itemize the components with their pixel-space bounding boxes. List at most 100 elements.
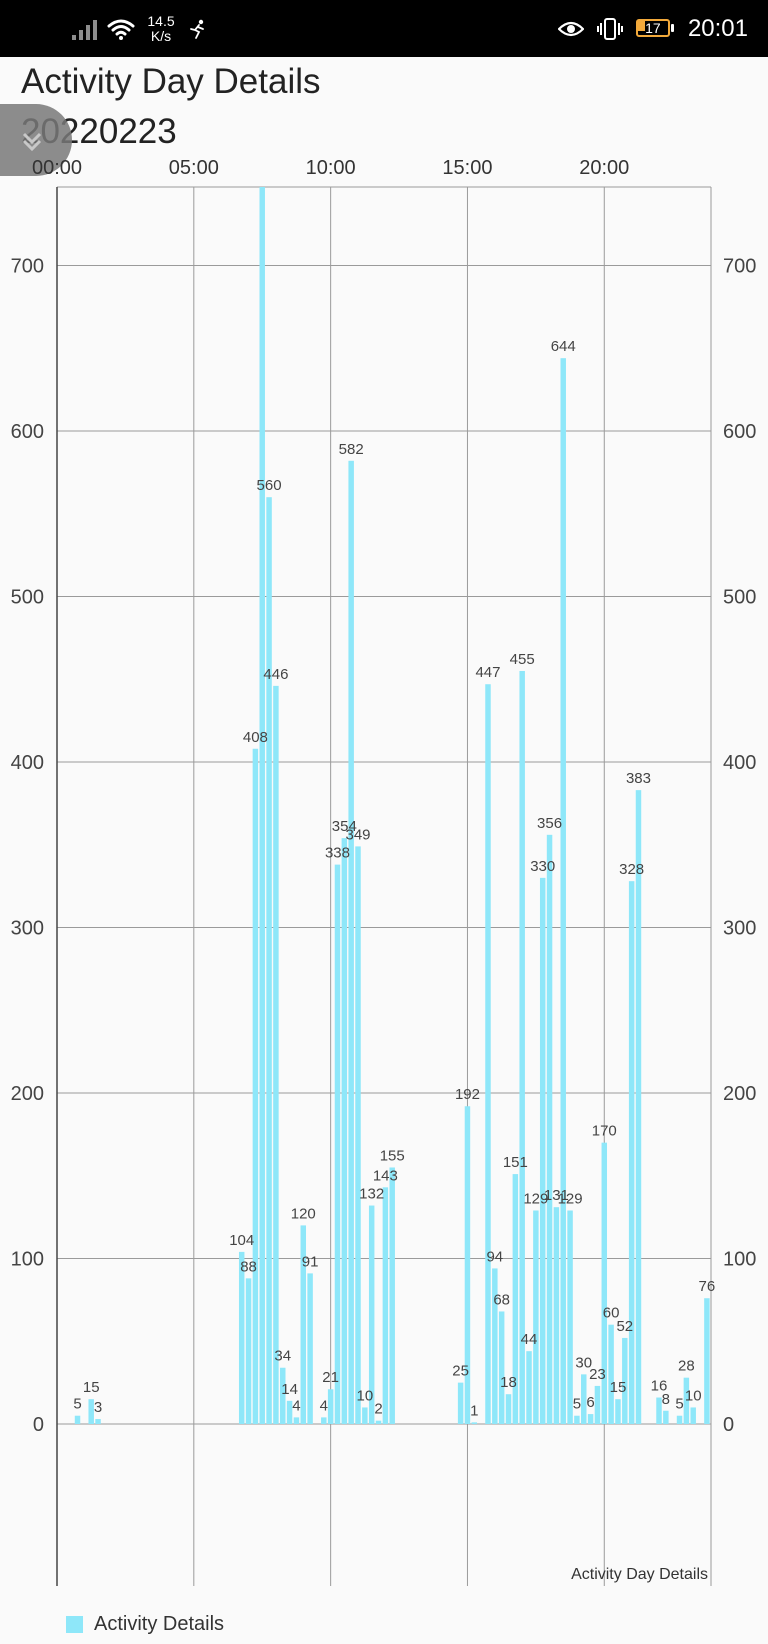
bar — [539, 877, 546, 1424]
bar — [293, 1417, 300, 1424]
bar-value-label: 10 — [357, 1387, 374, 1404]
bar — [382, 1187, 389, 1424]
bar — [690, 1407, 696, 1424]
bar — [594, 1385, 601, 1424]
bar-value-label: 34 — [274, 1348, 291, 1365]
bar-value-label: 129 — [523, 1191, 548, 1208]
bar — [471, 1422, 478, 1424]
bar — [546, 834, 553, 1424]
y-tick-label-left: 500 — [11, 587, 44, 609]
network-speed-value: 14.5 — [147, 12, 175, 29]
bar — [252, 748, 259, 1424]
y-tick-label-right: 500 — [723, 587, 756, 609]
bar-value-label: 4 — [320, 1397, 328, 1414]
y-tick-label-right: 0 — [723, 1414, 734, 1436]
bar — [498, 1311, 505, 1424]
bar-value-label: 354 — [332, 818, 357, 835]
bar-value-label: 155 — [380, 1147, 405, 1164]
bar — [348, 460, 354, 1424]
bar-value-label: 6 — [586, 1394, 594, 1411]
bar-value-label: 1 — [470, 1402, 478, 1419]
activity-bar-chart: 5153104884085604463414412091421338354582… — [11, 157, 756, 1586]
chart-value-labels: 5153104884085604463414412091421338354582… — [73, 338, 715, 1419]
bar — [88, 1399, 94, 1424]
bar — [581, 1374, 587, 1424]
bar — [457, 1382, 464, 1425]
vibrate-icon — [596, 17, 623, 40]
bar-value-label: 10 — [685, 1387, 702, 1404]
y-tick-label-right: 700 — [723, 256, 756, 278]
bar-value-label: 15 — [83, 1379, 100, 1396]
bar — [74, 1415, 81, 1424]
bar — [273, 685, 279, 1424]
bar-value-label: 356 — [537, 815, 562, 832]
bar — [526, 1351, 532, 1424]
bar-value-label: 104 — [229, 1232, 254, 1249]
bar-value-label: 151 — [503, 1154, 528, 1171]
bar — [663, 1410, 669, 1424]
bar-value-label: 60 — [603, 1305, 620, 1322]
y-tick-label-right: 600 — [723, 421, 756, 443]
bar — [485, 684, 491, 1424]
bar-value-label: 328 — [619, 861, 644, 878]
bar — [601, 1142, 608, 1424]
bar — [464, 1106, 471, 1424]
bar-value-label: 132 — [359, 1186, 384, 1203]
chart-axes: 0 0 100 100 200 200 300 300 400 400 500 500 600 600 70… — [11, 157, 756, 1586]
bar — [676, 1415, 683, 1424]
y-tick-label-left: 400 — [11, 752, 44, 774]
x-tick-label: 15:00 — [442, 157, 492, 179]
bar — [368, 1205, 375, 1424]
x-tick-label: 10:00 — [306, 157, 356, 179]
bar — [321, 1417, 327, 1424]
bar-value-label: 76 — [699, 1278, 716, 1295]
bar-value-label: 25 — [452, 1363, 469, 1380]
bar — [512, 1174, 519, 1424]
bar — [492, 1268, 498, 1424]
y-tick-label-right: 200 — [723, 1083, 756, 1105]
bar — [656, 1397, 662, 1424]
floating-menu-button[interactable] — [0, 104, 72, 176]
bar-value-label: 88 — [240, 1258, 257, 1275]
bar-value-label: 383 — [626, 770, 651, 787]
bar — [355, 846, 361, 1424]
bar-value-label: 338 — [325, 845, 350, 862]
bar-value-label: 170 — [592, 1123, 617, 1140]
bar — [533, 1210, 539, 1424]
chart-description: Activity Day Details — [571, 1566, 708, 1583]
bar — [238, 1251, 245, 1424]
bar — [560, 358, 566, 1425]
bar-value-label: 44 — [521, 1331, 538, 1348]
chart-bars — [74, 187, 710, 1425]
x-tick-label: 20:00 — [579, 157, 629, 179]
bar-value-label: 5 — [573, 1396, 581, 1413]
x-tick-label: 00:00 — [32, 157, 82, 179]
status-time: 20:01 — [687, 14, 748, 42]
bar — [375, 1420, 382, 1424]
bar — [286, 1400, 293, 1424]
bar — [704, 1298, 710, 1424]
y-tick-label-left: 200 — [11, 1083, 44, 1105]
battery-level: 17 — [645, 19, 661, 36]
y-tick-label-right: 400 — [723, 752, 756, 774]
bar — [683, 1377, 690, 1424]
y-tick-label-right: 300 — [723, 918, 756, 940]
y-tick-label-left: 700 — [11, 256, 44, 278]
bar-value-label: 349 — [345, 826, 370, 843]
bar-value-label: 143 — [373, 1167, 398, 1184]
bar-value-label: 408 — [243, 729, 268, 746]
bar-value-label: 14 — [281, 1381, 298, 1398]
bar-value-label: 446 — [263, 666, 288, 683]
bar — [280, 1367, 286, 1424]
y-tick-label-right: 100 — [723, 1249, 756, 1271]
bar — [245, 1278, 252, 1424]
eye-icon — [557, 21, 584, 36]
bar — [327, 1389, 334, 1424]
bar-value-label: 192 — [455, 1086, 480, 1103]
bar-value-label: 131 — [544, 1187, 569, 1204]
bar — [587, 1414, 594, 1424]
wifi-icon — [107, 19, 135, 40]
status-bar: 14.5 K/s 17 20:01 — [0, 0, 768, 57]
bar — [334, 864, 341, 1424]
bar — [300, 1225, 307, 1424]
